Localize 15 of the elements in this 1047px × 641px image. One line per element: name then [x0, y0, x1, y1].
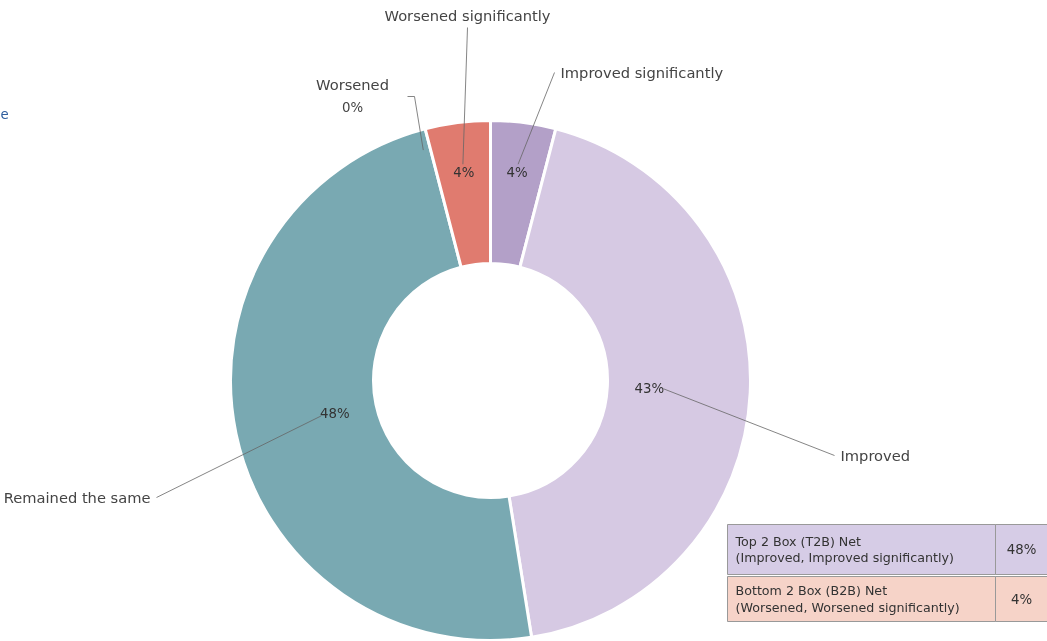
slice-label: Worsened significantly — [384, 7, 551, 24]
data-label: 43% — [634, 380, 665, 396]
slice-label: Improved — [840, 447, 911, 464]
text: 0% — [341, 100, 364, 115]
data-label: 4% — [506, 164, 528, 180]
slice-label: Improved significantly — [560, 64, 724, 81]
text: Bottom 2 Box (B2B) Net (Worsened, Worsened significantly) — [735, 583, 960, 615]
text: 48% — [1006, 542, 1037, 557]
text: e — [0, 106, 9, 122]
category-label: Worsened — [316, 76, 389, 93]
slice-label: Remained the same — [3, 489, 151, 506]
text: 4% — [1010, 591, 1033, 607]
data-label: 4% — [453, 164, 475, 180]
data-label: 48% — [320, 405, 350, 421]
text: Top 2 Box (T2B) Net (Improved, Improved significantly) — [734, 533, 954, 566]
